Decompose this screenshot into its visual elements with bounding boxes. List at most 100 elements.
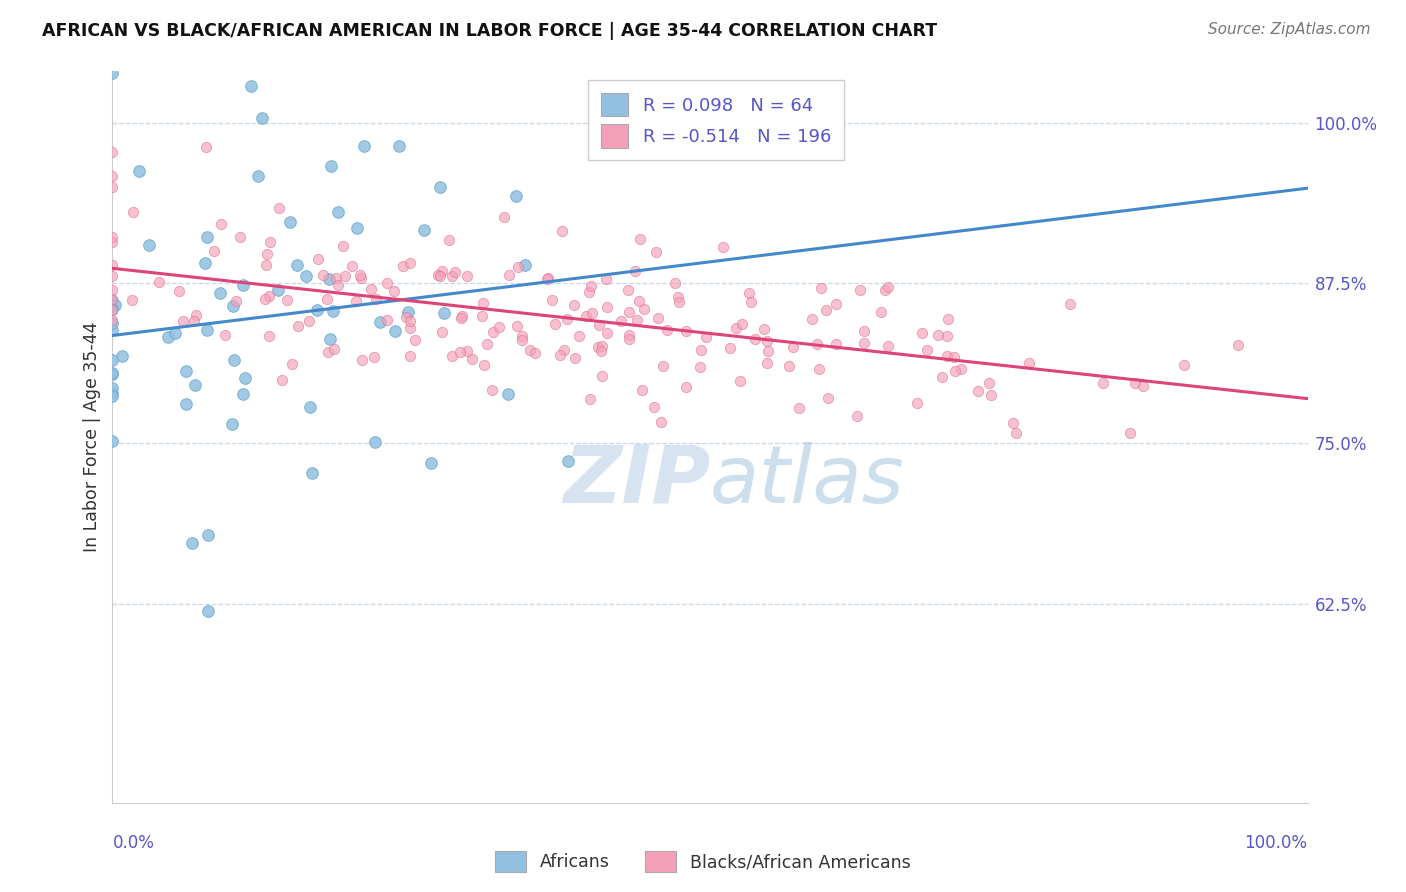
Point [301,466,323,480]
Point [101,294,124,309]
Point [943,364,966,378]
Point [101,434,124,448]
Point [744,332,766,346]
Point [440,269,463,284]
Point [344,294,367,309]
Point [645,244,668,259]
Point [510,329,533,343]
Point [101,145,124,159]
Text: ZIP: ZIP [562,442,710,520]
Point [581,305,603,319]
Point [186,308,208,322]
Point [801,312,824,326]
Point [575,310,598,324]
Point [846,409,869,423]
Point [259,235,281,249]
Point [853,325,876,339]
Point [420,456,443,470]
Point [138,237,160,252]
Point [450,311,472,326]
Point [650,416,672,430]
Text: atlas: atlas [710,442,905,520]
Point [471,310,494,324]
Point [328,277,350,292]
Point [824,337,846,351]
Point [363,350,385,364]
Point [333,268,356,283]
Point [384,324,406,338]
Point [579,392,602,407]
Point [225,293,247,308]
Point [184,378,207,392]
Point [966,384,988,398]
Point [299,400,322,414]
Point [254,258,277,272]
Point [564,351,586,366]
Point [194,140,217,154]
Point [782,340,804,354]
Point [312,268,335,283]
Point [307,302,329,317]
Point [285,258,308,272]
Point [429,179,451,194]
Point [477,337,499,351]
Point [807,361,830,376]
Point [101,389,124,403]
Point [471,295,494,310]
Point [472,358,495,372]
Point [101,323,124,337]
Point [568,329,591,343]
Point [456,344,478,359]
Point [931,370,953,384]
Point [101,235,124,249]
Point [488,319,510,334]
Point [197,528,219,542]
Point [228,230,250,244]
Point [340,259,363,273]
Point [755,356,778,370]
Point [591,344,613,359]
Point [506,319,529,334]
Point [111,349,134,363]
Point [482,325,505,339]
Point [578,285,600,300]
Point [370,316,392,330]
Point [307,252,329,267]
Point [413,223,436,237]
Point [194,256,217,270]
Point [481,383,503,397]
Point [586,340,609,354]
Point [167,284,190,298]
Point [668,295,690,310]
Point [232,387,254,401]
Point [1059,297,1081,311]
Point [756,343,779,358]
Point [222,299,245,313]
Point [643,401,665,415]
Point [977,376,1000,390]
Point [101,313,124,327]
Point [399,349,422,363]
Point [399,256,422,270]
Point [404,333,426,347]
Point [353,139,375,153]
Point [689,359,711,374]
Point [1132,378,1154,392]
Point [724,320,747,334]
Point [624,264,647,278]
Point [267,283,290,297]
Point [496,386,519,401]
Text: Source: ZipAtlas.com: Source: ZipAtlas.com [1208,22,1371,37]
Point [675,379,697,393]
Point [352,353,374,368]
Point [1123,376,1146,390]
Point [581,278,603,293]
Point [814,303,837,318]
Point [876,339,898,353]
Point [1226,338,1249,352]
Point [256,247,278,261]
Point [519,343,541,358]
Point [505,189,527,203]
Point [360,282,382,296]
Point [267,201,290,215]
